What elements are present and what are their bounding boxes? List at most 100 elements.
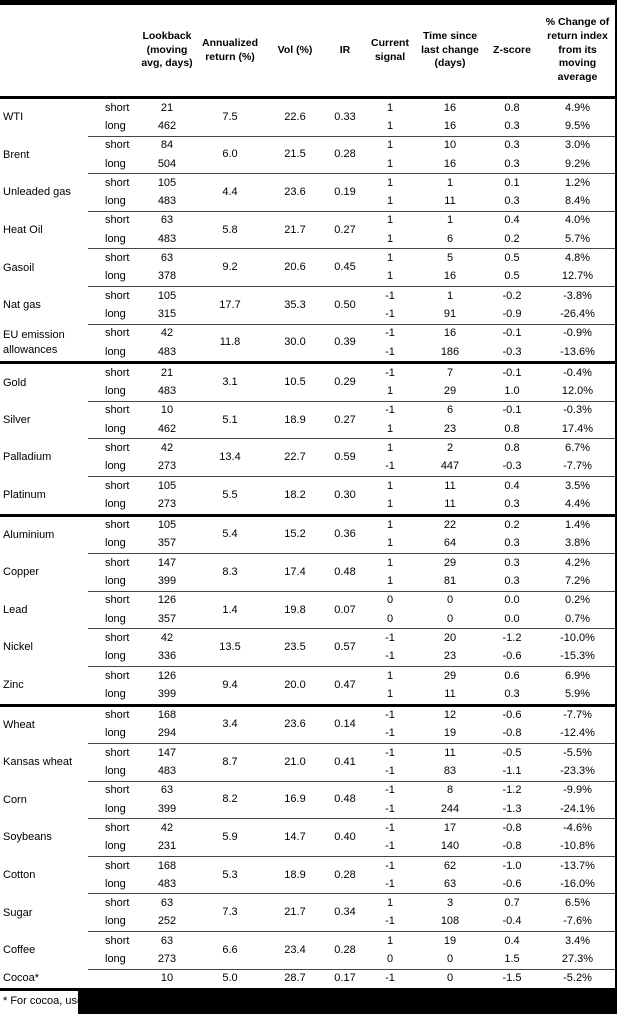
table-row: Nickel short 42 13.5 23.5 0.57 -1 20 -1.2 -10.0%	[0, 628, 615, 667]
lookback-value: 462	[138, 117, 196, 137]
days-since-change-value: 16	[416, 154, 484, 175]
table-row: Sugar short 63 7.3 21.7 0.34 1 3 0.7 6.5%	[0, 893, 615, 933]
pct-change-value: 3.0%	[564, 139, 591, 152]
signal-value: -1	[364, 912, 416, 933]
vol-value: 35.3	[264, 286, 326, 325]
zscore-value: 0.6	[504, 669, 520, 682]
commodity-name: Wheat	[3, 718, 35, 731]
lookback-value: 462	[138, 420, 196, 440]
leg-label: long	[88, 342, 138, 365]
leg-label: short	[105, 139, 130, 152]
commodity-name: Gold	[3, 376, 27, 389]
pct-change-value: -26.4%	[540, 305, 615, 325]
ir-value: 0.30	[326, 476, 364, 517]
lookback-value: 483	[138, 192, 196, 212]
annualized-return-value: 5.4	[196, 515, 264, 555]
lookback-value: 231	[138, 837, 196, 857]
vol-value: 23.6	[264, 705, 326, 745]
pct-change-value: -23.3%	[540, 762, 615, 782]
lookback-value: 105	[157, 289, 177, 302]
days-since-change-value: 244	[416, 799, 484, 820]
pct-change-value: 3.8%	[540, 534, 615, 555]
zscore-value: 0.3	[484, 572, 540, 592]
signal-value: 0	[364, 610, 416, 630]
zscore-value: -0.1	[502, 366, 522, 379]
table-row: Zinc short 126 9.4 20.0 0.47 1 29 0.6 6.9%	[0, 666, 615, 707]
days-since-change-value: 3	[446, 897, 454, 910]
pct-change-value: -7.7%	[563, 709, 592, 722]
ir-value: 0.28	[326, 931, 364, 970]
annualized-return-value: 8.7	[196, 743, 264, 782]
pct-change-value: 8.4%	[540, 192, 615, 212]
zscore-value: 0.2	[484, 230, 540, 250]
leg-label: short	[105, 556, 130, 569]
leg-label: short	[105, 289, 130, 302]
lookback-value: 63	[160, 784, 174, 797]
annualized-return-value: 3.1	[196, 362, 264, 402]
signal-value: 1	[386, 214, 394, 227]
signal-value: 1	[364, 154, 416, 175]
zscore-value: -0.1	[502, 404, 522, 417]
days-since-change-value: 29	[443, 669, 457, 682]
days-since-change-value: 1	[446, 176, 454, 189]
pct-change-value: -5.5%	[563, 746, 592, 759]
table-row: Lead short 126 1.4 19.8 0.07 0 0 0.0 0.2%	[0, 591, 615, 630]
lookback-value: 168	[157, 709, 177, 722]
pct-change-value: 5.7%	[540, 230, 615, 250]
days-since-change-value: 23	[416, 420, 484, 440]
signal-value: 1	[364, 534, 416, 555]
table-row: long 357 0 0 0.0 0.7%	[0, 610, 615, 630]
days-since-change-value: 16	[443, 327, 457, 340]
table-row: long 273 1 11 0.3 4.4%	[0, 495, 615, 517]
annualized-return-value: 1.4	[196, 591, 264, 630]
commodity-name: Aluminium	[3, 528, 55, 541]
vol-value: 23.4	[264, 931, 326, 970]
vol-value: 18.9	[264, 401, 326, 440]
leg-label: short	[105, 366, 130, 379]
annualized-return-value: 9.4	[196, 666, 264, 707]
table-row: EU emission allowances short 42 11.8 30.0 0.3…	[0, 324, 615, 365]
days-since-change-value: 11	[444, 746, 456, 759]
days-since-change-value: 91	[416, 305, 484, 325]
lookback-value: 126	[157, 594, 177, 607]
commodity-name: Silver	[3, 413, 31, 426]
vol-value: 17.4	[264, 553, 326, 592]
commodity-name: Cotton	[3, 869, 36, 882]
leg-label: short	[105, 784, 130, 797]
table-row: Aluminium short 105 5.4 15.2 0.36 1 22 0.2 1.4%	[0, 515, 615, 555]
ir-value: 0.14	[326, 705, 364, 745]
table-row: Coffee short 63 6.6 23.4 0.28 1 19 0.4 3.4%	[0, 931, 615, 970]
commodity-name: WTI	[3, 111, 24, 124]
table-row: Heat Oil short 63 5.8 21.7 0.27 1 1 0.4 4.0%	[0, 211, 615, 250]
leg-label: short	[105, 934, 130, 947]
pct-change-value: 4.0%	[564, 214, 591, 227]
header-annualized-return: Annualized return (%)	[196, 5, 264, 99]
lookback-value: 63	[160, 252, 174, 265]
annualized-return-value: 4.4	[196, 173, 264, 212]
lookback-value: 21	[160, 366, 174, 379]
pct-change-value: -7.6%	[540, 912, 615, 933]
signal-value: -1	[364, 969, 416, 991]
days-since-change-value: 8	[446, 784, 454, 797]
ir-value: 0.19	[326, 173, 364, 212]
leg-label: short	[105, 859, 130, 872]
ir-value: 0.27	[326, 401, 364, 440]
annualized-return-value: 8.2	[196, 781, 264, 820]
annualized-return-value: 5.0	[196, 969, 264, 991]
zscore-value: 0.3	[484, 534, 540, 555]
leg-label: long	[88, 724, 138, 745]
lookback-value: 42	[160, 821, 174, 834]
table-row: long 504 1 16 0.3 9.2%	[0, 154, 615, 175]
leg-label: long	[88, 875, 138, 895]
table-row: Cocoa* 10 5.0 28.7 0.17 -1 0 -1.5 -5.2%	[0, 969, 615, 991]
leg-label	[88, 969, 138, 991]
lookback-value: 168	[157, 859, 177, 872]
table-row: long 483 1 6 0.2 5.7%	[0, 230, 615, 250]
ir-value: 0.17	[326, 969, 364, 991]
pct-change-value: -13.7%	[560, 859, 595, 872]
signal-value: 1	[364, 382, 416, 402]
lookback-value: 273	[138, 950, 196, 970]
leg-label: long	[88, 117, 138, 137]
table-row: Silver short 10 5.1 18.9 0.27 -1 6 -0.1 -0.3%	[0, 401, 615, 440]
annualized-return-value: 5.3	[196, 856, 264, 895]
